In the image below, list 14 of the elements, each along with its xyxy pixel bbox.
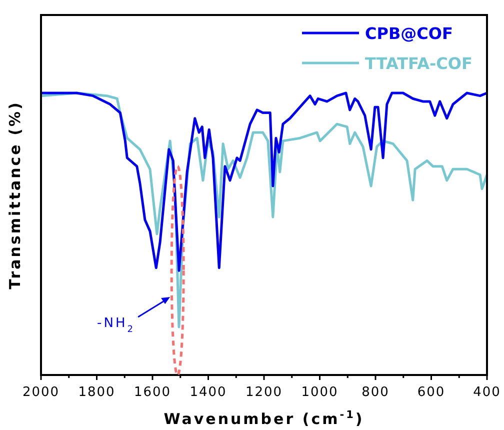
- x-tick-label: 1200: [245, 385, 283, 400]
- x-tick-label: 1400: [190, 385, 227, 400]
- x-tick-label: 1000: [301, 385, 338, 400]
- legend-label: TTATFA-COF: [365, 54, 472, 73]
- x-tick-label: 600: [417, 385, 446, 400]
- x-tick-label: 1600: [134, 385, 172, 400]
- y-axis-title: Transmittance (%): [6, 100, 24, 290]
- x-tick-label: 2000: [22, 385, 60, 400]
- x-tick-label: 1800: [78, 385, 116, 400]
- x-tick-label: 400: [473, 385, 501, 400]
- legend-label: CPB@COF: [365, 24, 453, 43]
- x-tick-label: 800: [362, 385, 390, 400]
- x-axis-title: Wavenumber (cm$^{-1}$): [164, 409, 364, 428]
- annotation: -NH$_{2}$: [97, 316, 136, 335]
